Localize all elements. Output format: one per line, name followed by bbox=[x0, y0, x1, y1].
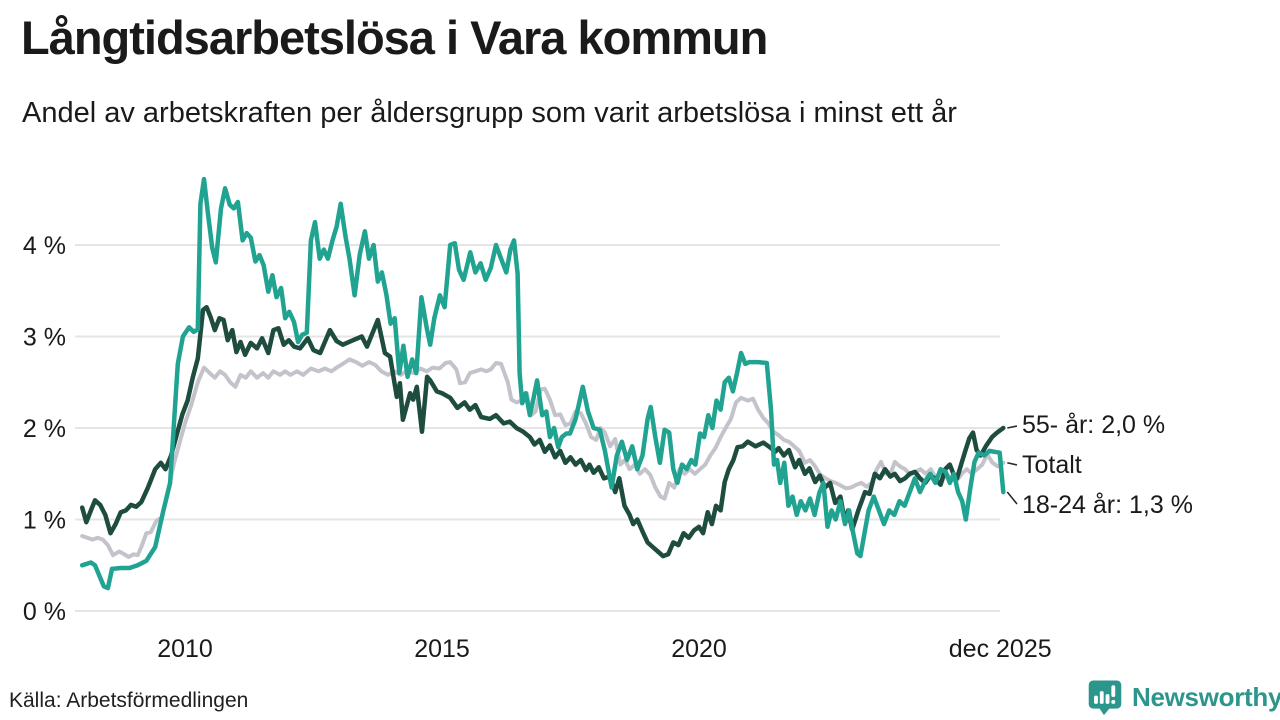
newsworthy-logo-icon bbox=[1088, 680, 1122, 716]
chart-subtitle: Andel av arbetskraften per åldersgrupp s… bbox=[22, 97, 957, 129]
x-axis-tick-label: 2010 bbox=[157, 635, 213, 663]
end-label-55-ar: 55- år: 2,0 % bbox=[1022, 411, 1166, 439]
series-line-18-24-r bbox=[79, 176, 1006, 591]
label-connector bbox=[1006, 491, 1018, 505]
y-axis-tick-label: 2 % bbox=[23, 415, 66, 443]
series-line-totalt bbox=[80, 357, 1006, 559]
y-axis-tick-label: 4 % bbox=[23, 232, 66, 260]
end-label-totalt: Totalt bbox=[1022, 451, 1082, 479]
newsworthy-logo-text: Newsworthy bbox=[1132, 682, 1280, 712]
label-connector bbox=[1007, 425, 1018, 429]
series-line-55-r bbox=[79, 304, 1006, 559]
newsworthy-logo: Newsworthy bbox=[1087, 679, 1280, 716]
source-note: Källa: Arbetsförmedlingen bbox=[9, 689, 249, 712]
x-axis-tick-label: 2015 bbox=[414, 635, 470, 663]
end-label-18-24-ar: 18-24 år: 1,3 % bbox=[1022, 491, 1193, 519]
y-axis-tick-label: 0 % bbox=[23, 598, 66, 626]
x-axis-tick-label: dec 2025 bbox=[949, 635, 1052, 663]
y-axis-tick-label: 3 % bbox=[23, 324, 66, 352]
page-title: Långtidsarbetslösa i Vara kommun bbox=[21, 11, 768, 64]
label-connector bbox=[1007, 461, 1018, 466]
y-axis-tick-label: 1 % bbox=[23, 507, 66, 535]
x-axis-tick-label: 2020 bbox=[671, 635, 727, 663]
